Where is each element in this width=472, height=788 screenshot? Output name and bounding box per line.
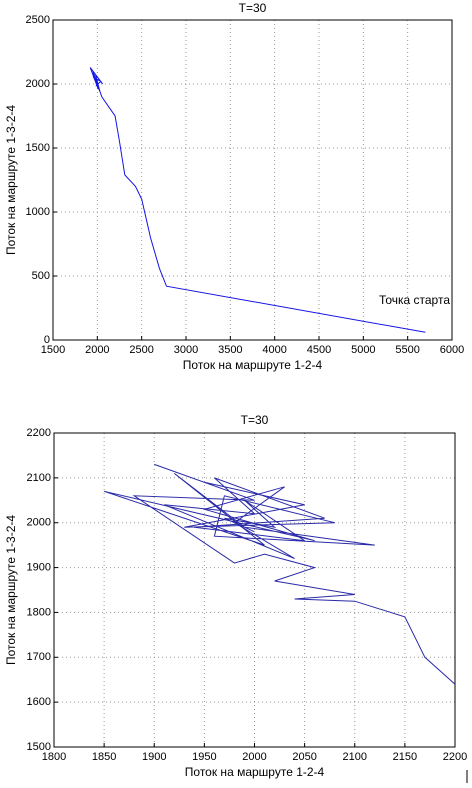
x-tick-label: 2200	[443, 751, 467, 763]
x-tick-label: 2000	[242, 751, 266, 763]
x-tick-label: 1800	[42, 751, 66, 763]
y-tick-label: 2000	[26, 78, 50, 90]
x-tick-label: 6000	[440, 344, 464, 356]
x-tick-label: 2150	[393, 751, 417, 763]
y-tick-label: 1700	[27, 651, 51, 663]
x-tick-label: 4500	[307, 344, 331, 356]
axes-box	[53, 432, 456, 748]
y-tick-label: 2200	[27, 427, 51, 439]
chart: 1500 2000 2500 3000 3500 4000 4500 5000 5500 6000…	[4, 1, 464, 372]
data-line	[89, 67, 426, 333]
x-tick-label: 3000	[174, 344, 198, 356]
x-tick-label: 1950	[192, 751, 216, 763]
y-tick-label: 1500	[27, 741, 51, 753]
x-tick-label: 1500	[41, 344, 65, 356]
x-tick-label: 2500	[129, 344, 153, 356]
x-tick-label: 2000	[85, 344, 109, 356]
x-tick-label: 5000	[351, 344, 375, 356]
x-tick-label: 1900	[142, 751, 166, 763]
chart: 1800 1850 1900 1950 2000 2050 2100 2150 2200 1500…	[4, 413, 467, 779]
x-tick-label: 2050	[292, 751, 316, 763]
chart-title: T=30	[239, 1, 267, 15]
y-tick-label: 2500	[26, 14, 50, 26]
y-tick-label: 1800	[27, 606, 51, 618]
x-tick-label: 5500	[395, 344, 419, 356]
x-axis-label: Поток на маршруте 1-2-4	[185, 765, 325, 779]
axes-box	[52, 19, 453, 341]
y-tick-label: 0	[44, 334, 50, 346]
x-tick-label: 3500	[218, 344, 242, 356]
y-tick-label: 2100	[27, 472, 51, 484]
y-tick-label: 1000	[26, 206, 50, 218]
y-tick-label: 1900	[27, 561, 51, 573]
y-axis-label: Поток на маршруте 1-3-2-4	[4, 105, 18, 255]
y-tick-label: 2000	[27, 517, 51, 529]
y-tick-label: 1600	[27, 696, 51, 708]
annotation: Точка старта	[379, 293, 450, 307]
x-tick-label: 2100	[343, 751, 367, 763]
plot-area	[53, 20, 452, 340]
x-tick-label: 1850	[92, 751, 116, 763]
y-axis-label: Поток на маршруте 1-3-2-4	[4, 515, 18, 665]
y-tick-label: 500	[32, 270, 50, 282]
x-axis-label: Поток на маршруте 1-2-4	[183, 358, 323, 372]
chart-title: T=30	[241, 413, 269, 427]
data-line	[103, 463, 455, 685]
y-tick-label: 1500	[26, 142, 50, 154]
x-tick-label: 4000	[262, 344, 286, 356]
